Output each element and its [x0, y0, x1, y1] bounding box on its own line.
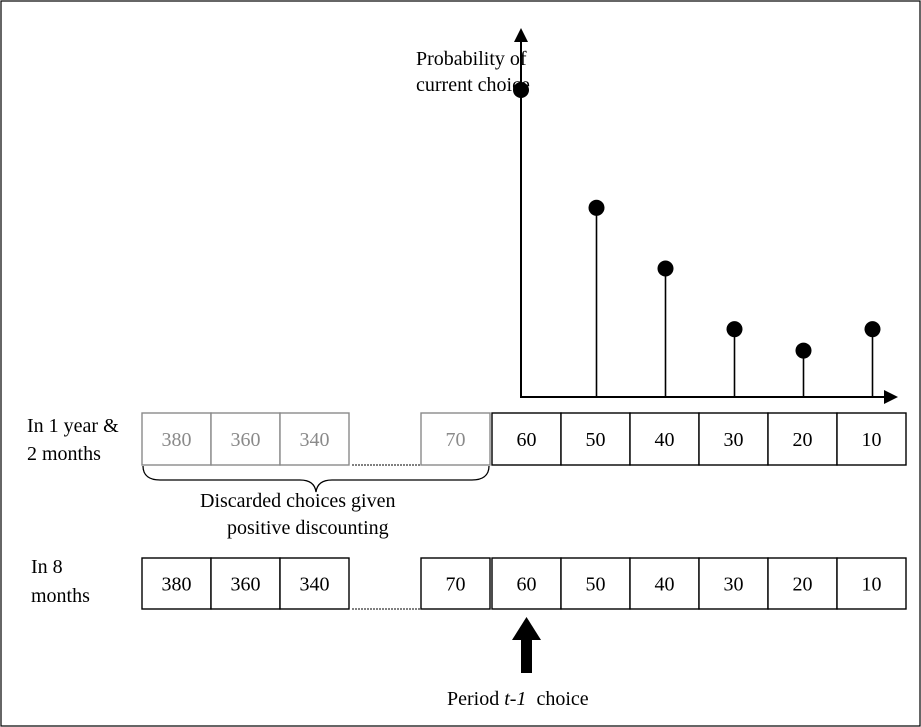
row1-discarded-cell-value: 360: [231, 429, 261, 451]
row2-cell: 10: [836, 557, 907, 610]
stem-point: [864, 321, 881, 338]
row1-cell-value: 40: [655, 429, 675, 451]
row1-cell: 30: [698, 412, 769, 466]
row2-cell-value: 20: [793, 574, 813, 596]
row1-cell-box: [491, 412, 562, 466]
row2-cell-box: [141, 557, 212, 610]
row1-cell-value: 10: [862, 429, 882, 451]
row1-cell: 10: [836, 412, 907, 466]
stem-point: [513, 81, 529, 98]
axes: [514, 28, 898, 404]
row1-discarded-cell: 380: [141, 412, 212, 466]
row2-cell-box: [836, 557, 907, 610]
row1-discarded-cell-box: [420, 412, 491, 466]
stem-point: [726, 321, 743, 338]
x-axis-arrowhead: [884, 390, 898, 404]
row1-cell-value: 60: [517, 429, 537, 451]
row2-label-line1: In 8: [31, 556, 63, 578]
period-choice-italic: t-1: [504, 688, 526, 710]
row1-label-line1: In 1 year &: [27, 415, 119, 437]
row2-cell-box: [698, 557, 769, 610]
row2-cell-value: 70: [446, 574, 466, 596]
row1-discarded-cells: 380 360 340 70: [141, 412, 491, 466]
brace-label-line2: positive discounting: [227, 517, 389, 539]
row2-cells: 380 360 340 70 60 50 40 30 20 10: [141, 557, 907, 610]
row2-cell: 340: [279, 557, 350, 610]
row2-cell-value: 40: [655, 574, 675, 596]
row1-discarded-cell: 340: [279, 412, 350, 466]
row1-discarded-cell-box: [210, 412, 281, 466]
row1-cell-value: 50: [586, 429, 606, 451]
row2-cell-value: 60: [517, 574, 537, 596]
row1-discarded-cell-value: 70: [446, 429, 466, 451]
row1-discarded-cell-box: [141, 412, 212, 466]
row1-cell: 50: [560, 412, 631, 466]
brace-label-line1: Discarded choices given: [200, 490, 395, 512]
row2-cell-value: 360: [231, 574, 261, 596]
row2-cell: 380: [141, 557, 212, 610]
row2-cell-value: 380: [162, 574, 192, 596]
row1-cell-value: 20: [793, 429, 813, 451]
discard-brace: [142, 465, 490, 493]
row2-cell-value: 30: [724, 574, 744, 596]
row1-cell-value: 30: [724, 429, 744, 451]
period-choice-suffix: choice: [526, 688, 588, 710]
row1-cell: 40: [629, 412, 700, 466]
choice-arrow-head: [512, 617, 541, 640]
row1-cell-box: [836, 412, 907, 466]
row2-cell: 30: [698, 557, 769, 610]
row1-discarded-cell-value: 340: [300, 429, 330, 451]
y-axis-label-line1: Probability of: [416, 48, 527, 70]
row2-cell-box: [210, 557, 281, 610]
row1-cells: 60 50 40 30 20 10: [491, 412, 907, 466]
period-choice-prefix: Period: [447, 688, 504, 710]
row1-discarded-cell: 70: [420, 412, 491, 466]
row2-cell-box: [420, 557, 491, 610]
y-axis-arrowhead: [514, 28, 528, 42]
choice-arrow-shaft: [521, 636, 532, 673]
stem-point: [588, 199, 605, 216]
row1-cell-box: [767, 412, 838, 466]
stem-point: [795, 342, 812, 359]
row2-cell-box: [279, 557, 350, 610]
period-choice-label: Period t-1 choice: [447, 688, 589, 710]
row2-label-line2: months: [31, 585, 90, 607]
row1-cell: 60: [491, 412, 562, 466]
row1-cell: 20: [767, 412, 838, 466]
row2-cell: 70: [420, 557, 491, 610]
row1-label-line2: 2 months: [27, 443, 101, 465]
row1-cell-box: [698, 412, 769, 466]
row1-discarded-cell-value: 380: [162, 429, 192, 451]
row2-cell: 40: [629, 557, 700, 610]
row2-cell-value: 50: [586, 574, 606, 596]
stem-point: [657, 260, 674, 277]
stem-plot: [513, 81, 881, 397]
row2-cell: 60: [491, 557, 562, 610]
y-axis-label-line2: current choice: [416, 74, 530, 96]
row2-cell: 50: [560, 557, 631, 610]
row2-cell-value: 10: [862, 574, 882, 596]
row1-discarded-cell-box: [279, 412, 350, 466]
row2-cell-box: [767, 557, 838, 610]
row1-discarded-cell: 360: [210, 412, 281, 466]
row2-cell: 360: [210, 557, 281, 610]
row2-cell: 20: [767, 557, 838, 610]
row2-cell-value: 340: [300, 574, 330, 596]
row2-cell-box: [629, 557, 700, 610]
